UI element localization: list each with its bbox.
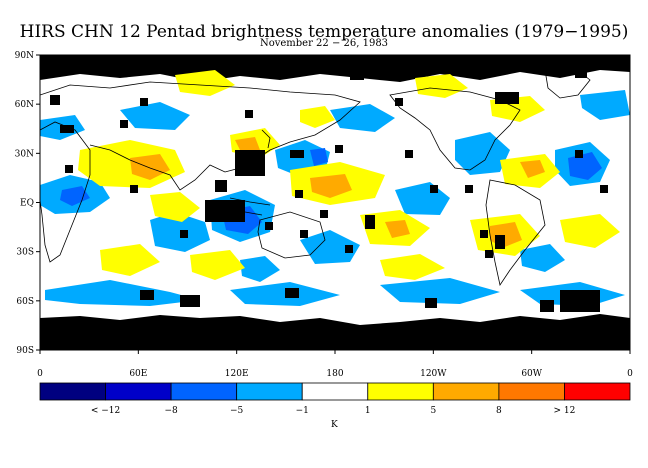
lon-label: 60W [521, 369, 542, 379]
coast-north-america [389, 87, 521, 171]
lon-label: 60E [129, 369, 147, 379]
latitude-axis: 90N 60N 30N EQ 30S 60S 90S [15, 51, 40, 356]
colorbar-label: 1 [364, 406, 371, 416]
colorbar-swatch [564, 382, 631, 401]
coast-greenland [544, 67, 591, 99]
colorbar-swatch [236, 382, 303, 401]
coast-australia [257, 211, 326, 259]
map-title: HIRS CHN 12 Pentad brightness temperatur… [19, 22, 629, 42]
lat-label: 30S [16, 248, 34, 258]
coast-africa [40, 121, 91, 263]
colorbar-label: 5 [430, 406, 437, 416]
colorbar-label: > 12 [553, 406, 576, 416]
missing-data-squares [50, 68, 608, 312]
colorbar-swatch [105, 382, 172, 401]
map-subtitle: November 22 − 26, 1983 [259, 38, 389, 49]
colorbar-unit: K [331, 420, 338, 430]
coast-indonesia [229, 197, 271, 216]
coast-south-america [485, 179, 546, 287]
lon-label: 180 [326, 369, 343, 379]
colorbar-swatch [367, 382, 434, 401]
coast-eurasia [40, 81, 361, 191]
coast-antarctica [40, 323, 630, 335]
colorbar-label: 8 [496, 406, 502, 416]
coast-japan [261, 129, 271, 149]
lon-label: 120W [420, 369, 447, 379]
colorbar-label: −8 [164, 406, 178, 416]
lat-label: EQ [20, 199, 34, 209]
lat-label: 30N [15, 149, 34, 159]
colorbar-swatch [39, 382, 106, 401]
lat-label: 90S [16, 346, 34, 356]
lon-label: 0 [627, 369, 633, 379]
lat-label: 60N [15, 100, 34, 110]
colorbar-swatch [170, 382, 238, 401]
lat-label: 90N [15, 51, 34, 61]
colorbar-swatch [432, 382, 500, 401]
map-field [40, 55, 630, 350]
colorbar-label: −5 [230, 406, 244, 416]
colorbar [39, 382, 631, 401]
coastlines [40, 67, 630, 335]
lon-label: 120E [225, 369, 249, 379]
longitude-axis: 0 60E 120E 180 120W 60W 0 [37, 350, 633, 379]
lat-label: 60S [16, 297, 34, 307]
lon-label: 0 [37, 369, 43, 379]
colorbar-label: −1 [295, 406, 309, 416]
strong-positive-anomaly-patches [130, 137, 545, 248]
colorbar-swatch [498, 382, 565, 401]
colorbar-label: < −12 [90, 406, 121, 416]
colorbar-swatch [301, 382, 369, 401]
antarctic-missing-band [40, 314, 630, 350]
